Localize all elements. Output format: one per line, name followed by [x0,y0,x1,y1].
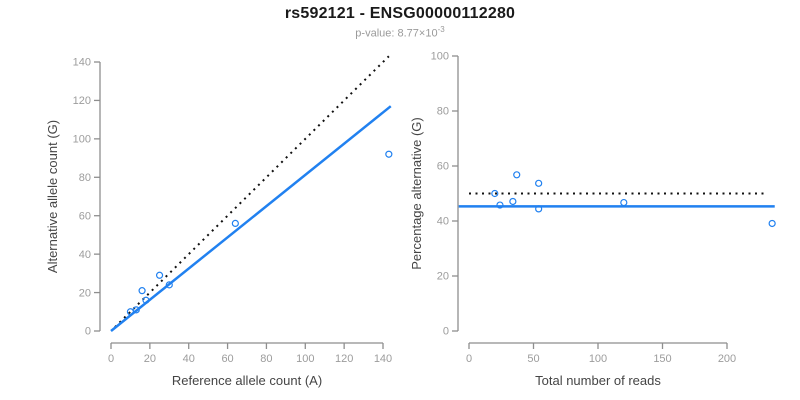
data-point [535,205,543,213]
x-tick-label: 140 [374,353,392,365]
data-point [768,219,776,228]
data-point [132,306,140,314]
x-tick-label: 150 [653,353,671,365]
y-tick-label: 140 [73,57,91,69]
y-tick-label: 60 [79,210,91,222]
identity-line [114,55,390,328]
axis-title-x-right: Total number of reads [535,373,661,388]
data-point [231,219,239,228]
x-tick-label: 20 [144,353,156,365]
data-point [535,179,543,187]
y-tick-label: 0 [85,326,91,338]
data-point [142,296,150,304]
pvalue-exponent: -3 [437,25,445,34]
x-tick-label: 100 [589,353,607,365]
y-tick-label: 20 [79,287,91,299]
x-tick-label: 200 [718,353,736,365]
y-tick-label: 80 [79,172,91,184]
data-point [513,171,521,179]
regression-line [110,105,392,332]
data-point [491,189,499,198]
data-point [509,197,517,206]
y-tick-label: 120 [73,95,91,107]
axis-title-x-left: Reference allele count (A) [172,373,322,388]
x-tick-label: 120 [335,353,353,365]
x-tick-label: 0 [466,353,472,365]
plot-title: rs592121 - ENSG00000112280 [284,5,516,22]
x-tick-label: 80 [260,353,272,365]
y-tick-label: 60 [437,161,449,173]
x-tick-label: 0 [108,353,114,365]
x-tick-label: 100 [296,353,314,365]
pvalue-times: ×10 [418,27,438,40]
data-point [620,198,628,207]
y-tick-label: 100 [431,51,449,63]
axis-title-y-right: Percentage alternative (G) [409,117,424,269]
pvalue-prefix: p-value: 8.77 [355,27,419,40]
axis-title-y-left: Alternative allele count (G) [45,120,60,273]
y-tick-label: 40 [79,249,91,261]
x-tick-label: 60 [221,353,233,365]
y-tick-label: 0 [443,326,449,338]
y-tick-label: 40 [437,216,449,228]
data-point [155,271,164,279]
data-point [165,281,173,289]
x-tick-label: 40 [183,353,195,365]
data-point [496,201,504,209]
x-tick-label: 50 [527,353,539,365]
y-tick-label: 80 [437,106,449,118]
y-tick-label: 100 [73,134,91,146]
data-point [385,150,393,158]
y-tick-label: 20 [437,271,449,283]
plot-subtitle: p-value: 8.77×10-3 [0,25,800,40]
data-point [138,287,146,295]
